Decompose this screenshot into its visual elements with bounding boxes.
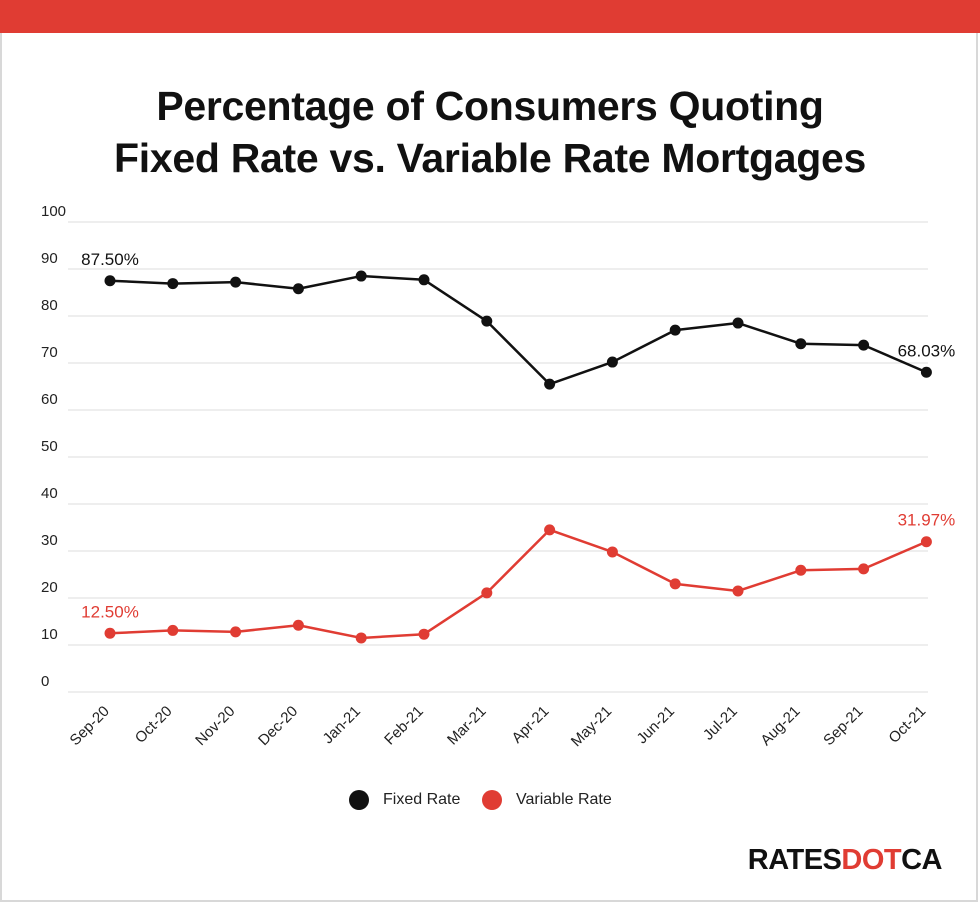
fixed-rate-point (732, 317, 744, 329)
fixed-rate-point (544, 378, 556, 390)
x-tick-label: Sep-21 (820, 703, 866, 749)
y-tick-label: 0 (41, 673, 49, 690)
variable-rate-point (481, 587, 493, 599)
y-tick-label: 20 (41, 579, 58, 596)
x-tick-label: Oct-21 (885, 703, 929, 747)
variable-rate-point (920, 536, 932, 548)
legend-item-variable: Variable Rate (482, 790, 612, 810)
x-tick-label: Oct-20 (132, 703, 176, 747)
fixed-rate-point (355, 270, 367, 282)
logo-part-rates: RATES (747, 844, 842, 876)
legend: Fixed Rate Variable Rate (0, 790, 980, 816)
data-label: 12.50% (81, 602, 139, 621)
fixed-rate-point (481, 315, 493, 327)
logo-part-dot: DOT (841, 844, 902, 876)
x-tick-label: Jul-21 (700, 703, 741, 744)
data-label: 31.97% (898, 511, 956, 530)
x-tick-label: Dec-20 (255, 703, 301, 749)
y-tick-label: 100 (41, 203, 66, 220)
variable-rate-point (355, 632, 367, 644)
y-tick-label: 30 (41, 532, 58, 549)
chart-frame (0, 33, 978, 902)
x-tick-label: Mar-21 (444, 703, 490, 749)
fixed-rate-line (109, 274, 927, 386)
variable-rate-point (104, 627, 116, 639)
fixed-rate-point (418, 274, 430, 286)
variable-rate-point (606, 546, 618, 558)
chart-title-line2: Fixed Rate vs. Variable Rate Mortgages (114, 135, 866, 181)
x-tick-label: Feb-21 (381, 703, 427, 749)
x-tick-label: Aug-21 (757, 703, 803, 749)
fixed-rate-point (858, 339, 870, 351)
x-tick-label: Sep-20 (67, 703, 113, 749)
x-tick-label: Jan-21 (320, 703, 364, 747)
fixed-rate-point (230, 276, 242, 288)
x-tick-label: May-21 (568, 703, 615, 750)
logo-part-ca: CA (901, 844, 942, 876)
top-accent-bar (0, 0, 980, 33)
x-tick-label: Nov-20 (192, 703, 238, 749)
y-tick-label: 10 (41, 626, 58, 643)
legend-label-fixed: Fixed Rate (383, 791, 461, 808)
variable-rate-point (544, 524, 556, 536)
y-tick-label: 40 (41, 485, 58, 502)
y-tick-label: 80 (41, 297, 58, 314)
variable-rate-point (418, 628, 430, 640)
fixed-rate-point (606, 356, 618, 368)
data-label: 87.50% (81, 250, 139, 269)
data-label: 68.03% (898, 341, 956, 360)
variable-rate-point (795, 564, 807, 576)
x-tick-label: Jun-21 (634, 703, 678, 747)
y-tick-label: 50 (41, 438, 58, 455)
fixed-rate-point (167, 278, 179, 290)
chart-title-line1: Percentage of Consumers Quoting (156, 83, 824, 129)
y-tick-label: 70 (41, 344, 58, 361)
x-tick-label: Apr-21 (509, 703, 553, 747)
legend-swatch-variable (482, 790, 502, 810)
fixed-rate-point (669, 324, 681, 336)
variable-rate-point (292, 619, 304, 631)
variable-rate-line (109, 528, 927, 640)
y-tick-label: 90 (41, 250, 58, 267)
fixed-rate-point (920, 366, 932, 378)
legend-swatch-fixed (349, 790, 369, 810)
fixed-rate-point (104, 275, 116, 287)
fixed-rate-point (795, 338, 807, 350)
variable-rate-point (669, 578, 681, 590)
chart-title: Percentage of Consumers Quoting Fixed Ra… (0, 80, 980, 184)
variable-rate-point (858, 563, 870, 575)
legend-label-variable: Variable Rate (516, 791, 612, 808)
y-tick-label: 60 (41, 391, 58, 408)
variable-rate-point (167, 624, 179, 636)
ratesdotca-logo: RATESDOTCA (747, 844, 943, 877)
legend-item-fixed: Fixed Rate (349, 790, 460, 810)
variable-rate-point (230, 626, 242, 638)
variable-rate-point (732, 585, 744, 597)
fixed-rate-point (292, 283, 304, 295)
